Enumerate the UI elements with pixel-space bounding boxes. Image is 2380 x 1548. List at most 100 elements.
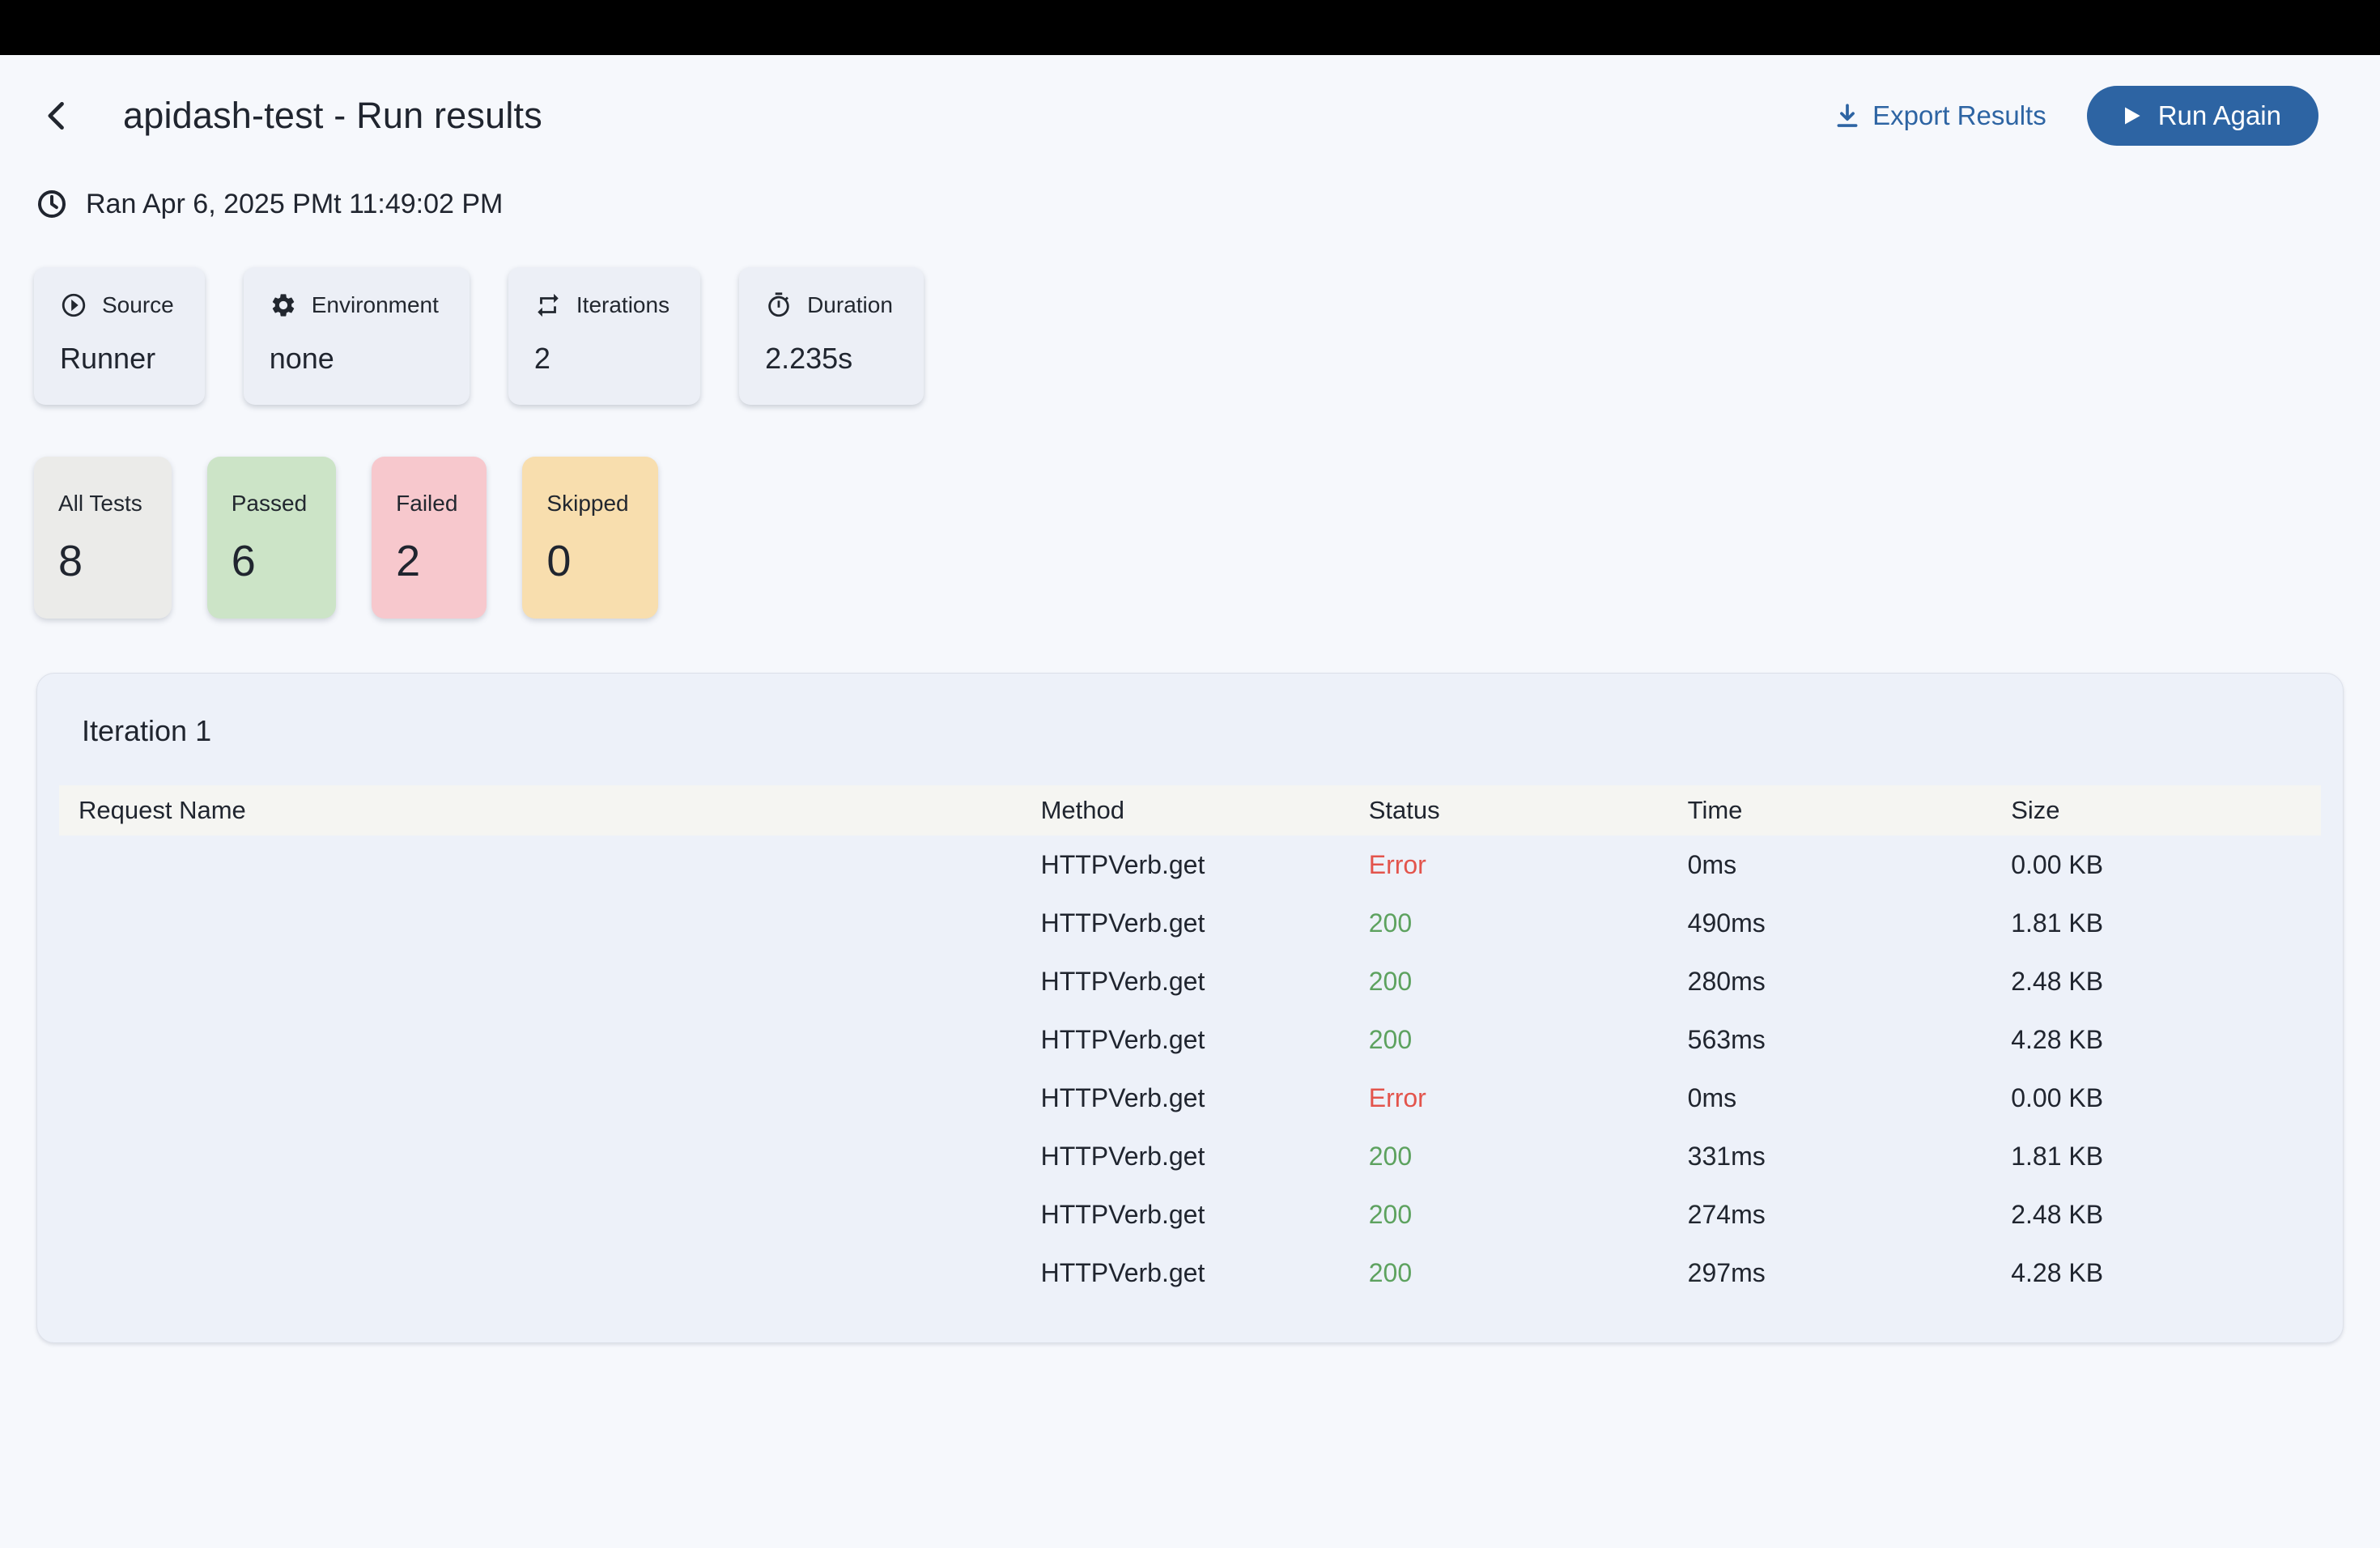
cell-method: HTTPVerb.get [1040, 849, 1205, 879]
export-results-label: Export Results [1872, 100, 2046, 130]
info-card-value: Runner [60, 342, 156, 375]
info-card-label: Iterations [576, 292, 670, 317]
stat-card-passed[interactable]: Passed 6 [206, 457, 337, 619]
cell-status: 200 [1368, 966, 1413, 996]
play-icon [2119, 104, 2142, 127]
results-table: Request Name Method Status Time Size HTT… [59, 785, 2321, 1302]
iteration-results-card: Iteration 1 Request Name Method Status T… [36, 673, 2344, 1343]
cell-status: 200 [1368, 1199, 1413, 1229]
download-icon [1834, 102, 1861, 130]
cell-time: 331ms [1687, 1141, 1766, 1171]
iteration-title: Iteration 1 [82, 714, 212, 747]
clock-icon [36, 188, 68, 220]
cell-time: 563ms [1687, 1024, 1766, 1054]
cell-size: 1.81 KB [2011, 1141, 2104, 1171]
info-card-label: Environment [311, 292, 439, 317]
table-row: HTTPVerb.get 200 297ms 4.28 KB [59, 1244, 2321, 1302]
cell-method: HTTPVerb.get [1040, 966, 1205, 996]
column-header-time: Time [1687, 785, 2012, 836]
cell-time: 274ms [1687, 1199, 1766, 1229]
table-row: HTTPVerb.get Error 0ms 0.00 KB [59, 1069, 2321, 1127]
stat-card-label: Skipped [546, 491, 629, 516]
play-circle-icon [60, 291, 87, 319]
table-row: HTTPVerb.get 200 490ms 1.81 KB [59, 894, 2321, 952]
cell-status: 200 [1368, 908, 1413, 938]
cell-status: Error [1368, 1082, 1426, 1112]
info-card-duration: Duration 2.235s [739, 267, 924, 405]
cell-size: 4.28 KB [2011, 1024, 2104, 1054]
column-header-status: Status [1368, 785, 1688, 836]
stat-card-value: 8 [58, 537, 83, 585]
info-card-source: Source Runner [34, 267, 205, 405]
cell-method: HTTPVerb.get [1040, 1082, 1205, 1112]
cell-status: 200 [1368, 1024, 1413, 1054]
column-header-method: Method [1040, 785, 1369, 836]
cell-size: 2.48 KB [2011, 966, 2104, 996]
cell-request-name [59, 952, 1041, 1010]
top-black-bar [0, 0, 2380, 55]
info-card-label: Duration [807, 292, 893, 317]
cell-size: 2.48 KB [2011, 1199, 2104, 1229]
table-row: HTTPVerb.get 200 280ms 2.48 KB [59, 952, 2321, 1010]
cell-status: Error [1368, 849, 1426, 879]
cell-request-name [59, 1244, 1041, 1302]
stat-card-label: Failed [396, 491, 458, 516]
cell-time: 280ms [1687, 966, 1766, 996]
column-header-size: Size [2011, 785, 2321, 836]
cell-method: HTTPVerb.get [1040, 1199, 1205, 1229]
table-row: HTTPVerb.get 200 331ms 1.81 KB [59, 1127, 2321, 1185]
cell-request-name [59, 1127, 1041, 1185]
repeat-icon [534, 291, 562, 319]
info-card-value: none [269, 342, 334, 375]
stat-card-failed[interactable]: Failed 2 [372, 457, 487, 619]
cell-method: HTTPVerb.get [1040, 908, 1205, 938]
cell-status: 200 [1368, 1257, 1413, 1287]
cell-time: 0ms [1687, 849, 1737, 879]
cell-time: 297ms [1687, 1257, 1766, 1287]
stopwatch-icon [765, 291, 793, 319]
stat-card-value: 0 [546, 537, 572, 585]
test-stat-cards: All Tests 8 Passed 6 Failed 2 Skipped 0 [34, 457, 2380, 619]
stat-card-skipped[interactable]: Skipped 0 [522, 457, 658, 619]
gear-icon [270, 291, 297, 319]
cell-request-name [59, 1010, 1041, 1069]
cell-time: 490ms [1687, 908, 1766, 938]
cell-size: 4.28 KB [2011, 1257, 2104, 1287]
chevron-left-icon [40, 98, 75, 134]
export-results-button[interactable]: Export Results [1834, 100, 2046, 131]
cell-size: 0.00 KB [2011, 849, 2104, 879]
table-row: HTTPVerb.get 200 274ms 2.48 KB [59, 1185, 2321, 1244]
cell-time: 0ms [1687, 1082, 1737, 1112]
stat-card-all-tests[interactable]: All Tests 8 [34, 457, 172, 619]
run-timestamp-label: Ran Apr 6, 2025 PMt 11:49:02 PM [86, 188, 504, 219]
table-header-row: Request Name Method Status Time Size [59, 785, 2321, 836]
cell-size: 0.00 KB [2011, 1082, 2104, 1112]
column-header-request-name: Request Name [59, 785, 1041, 836]
stat-card-label: All Tests [58, 491, 142, 516]
table-row: HTTPVerb.get 200 563ms 4.28 KB [59, 1010, 2321, 1069]
cell-size: 1.81 KB [2011, 908, 2104, 938]
info-card-environment: Environment none [243, 267, 470, 405]
cell-request-name [59, 836, 1041, 894]
info-card-iterations: Iterations 2 [508, 267, 701, 405]
cell-request-name [59, 894, 1041, 952]
stat-card-value: 2 [396, 537, 421, 585]
stat-card-label: Passed [231, 491, 308, 516]
page-header: apidash-test - Run results Export Result… [0, 55, 2380, 146]
table-row: HTTPVerb.get Error 0ms 0.00 KB [59, 836, 2321, 894]
page-title: apidash-test - Run results [123, 95, 542, 136]
info-card-value: 2 [533, 342, 550, 375]
cell-method: HTTPVerb.get [1040, 1257, 1205, 1287]
cell-method: HTTPVerb.get [1040, 1024, 1205, 1054]
info-card-value: 2.235s [765, 342, 853, 375]
run-again-button[interactable]: Run Again [2086, 86, 2318, 146]
cell-request-name [59, 1069, 1041, 1127]
cell-method: HTTPVerb.get [1040, 1141, 1205, 1171]
back-button[interactable] [34, 92, 81, 139]
info-card-label: Source [102, 292, 174, 317]
run-again-label: Run Again [2157, 100, 2281, 130]
cell-status: 200 [1368, 1141, 1413, 1171]
run-info-cards: Source Runner Environment none Iteration… [34, 267, 2380, 405]
cell-request-name [59, 1185, 1041, 1244]
run-timestamp: Ran Apr 6, 2025 PMt 11:49:02 PM [36, 188, 2380, 220]
